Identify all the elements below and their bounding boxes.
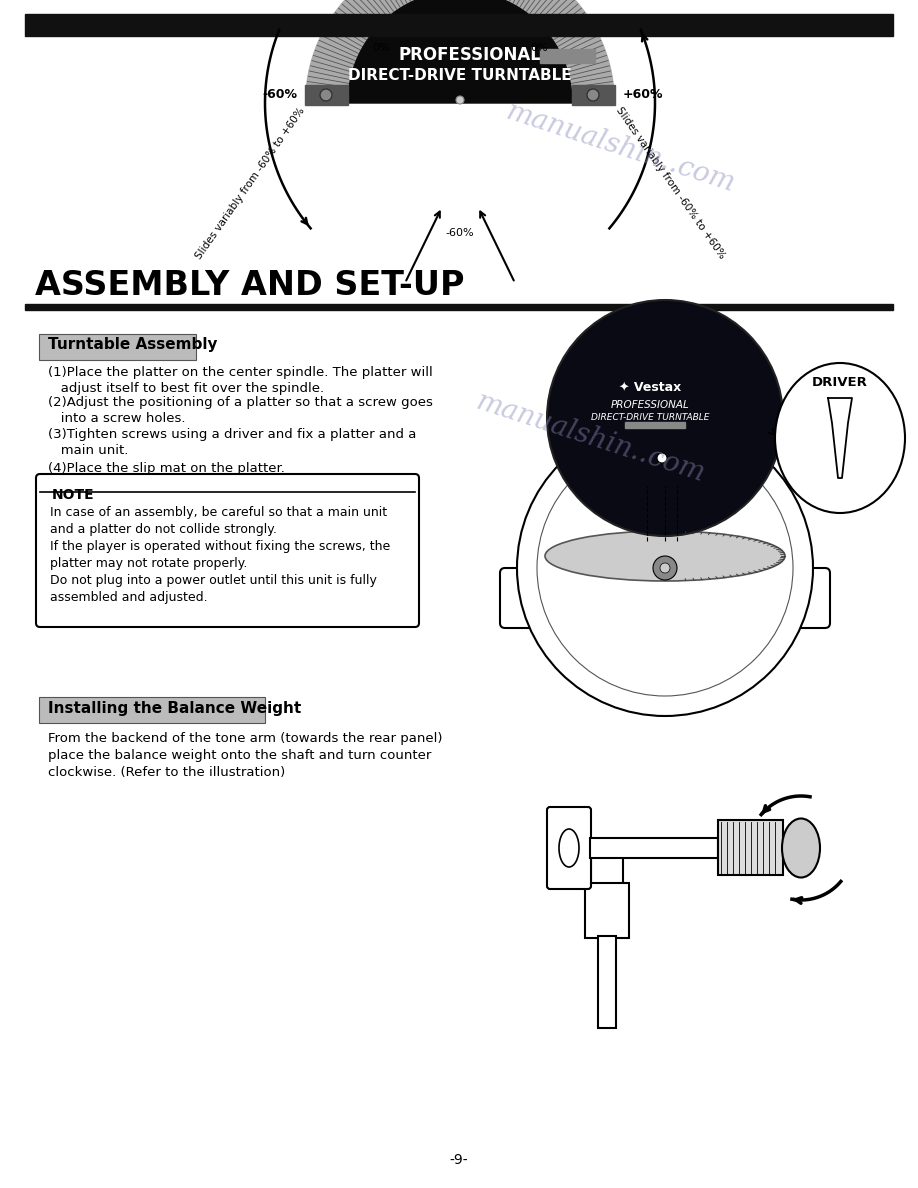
Circle shape — [537, 440, 793, 696]
Text: (2)Adjust the positioning of a platter so that a screw goes: (2)Adjust the positioning of a platter s… — [48, 396, 433, 409]
Text: PROFESSIONAL: PROFESSIONAL — [610, 400, 689, 410]
Ellipse shape — [545, 531, 785, 581]
Bar — [625, 422, 685, 428]
Ellipse shape — [559, 829, 579, 867]
Text: DIRECT-DRIVE TURNTABLE: DIRECT-DRIVE TURNTABLE — [591, 413, 710, 423]
Bar — [305, 86, 348, 105]
Polygon shape — [348, 0, 572, 103]
Text: ✦ Vestax: ✦ Vestax — [619, 381, 681, 394]
Text: If the player is operated without fixing the screws, the: If the player is operated without fixing… — [50, 541, 390, 552]
FancyBboxPatch shape — [39, 697, 265, 723]
Circle shape — [517, 421, 813, 716]
Circle shape — [547, 301, 783, 536]
Text: Installing the Balance Weight: Installing the Balance Weight — [48, 701, 301, 715]
Bar — [591, 848, 623, 886]
Text: (1)Place the platter on the center spindle. The platter will: (1)Place the platter on the center spind… — [48, 366, 432, 379]
Text: -9-: -9- — [450, 1154, 468, 1167]
Bar — [718, 820, 783, 876]
Text: manualshin..com: manualshin..com — [472, 388, 708, 488]
Text: manualshin..com: manualshin..com — [502, 99, 738, 198]
Bar — [585, 883, 629, 939]
Text: NOTE: NOTE — [52, 488, 95, 503]
Text: Slides variably from -60% to +60%: Slides variably from -60% to +60% — [194, 106, 307, 260]
Text: into a screw holes.: into a screw holes. — [48, 412, 185, 425]
Text: From the backend of the tone arm (towards the rear panel): From the backend of the tone arm (toward… — [48, 732, 442, 745]
Circle shape — [657, 453, 667, 463]
Text: assembled and adjusted.: assembled and adjusted. — [50, 590, 207, 604]
Bar — [572, 86, 615, 105]
Text: PROFESSIONAL: PROFESSIONAL — [398, 46, 542, 64]
Text: In case of an assembly, be careful so that a main unit: In case of an assembly, be careful so th… — [50, 506, 387, 519]
Text: 0%: 0% — [373, 43, 390, 53]
Polygon shape — [828, 398, 852, 478]
Text: Turntable Assembly: Turntable Assembly — [48, 337, 218, 353]
Circle shape — [653, 556, 677, 580]
Text: -60%: -60% — [445, 228, 475, 238]
FancyBboxPatch shape — [36, 474, 419, 627]
Text: place the balance weight onto the shaft and turn counter: place the balance weight onto the shaft … — [48, 748, 431, 762]
Bar — [590, 838, 718, 858]
FancyBboxPatch shape — [500, 568, 830, 628]
FancyBboxPatch shape — [547, 807, 591, 889]
FancyBboxPatch shape — [39, 334, 196, 360]
Ellipse shape — [782, 819, 820, 878]
Text: clockwise. (Refer to the illustration): clockwise. (Refer to the illustration) — [48, 766, 285, 779]
Text: adjust itself to best fit over the spindle.: adjust itself to best fit over the spind… — [48, 383, 324, 394]
Text: DRIVER: DRIVER — [812, 377, 868, 390]
Bar — [25, 14, 893, 36]
Bar — [540, 49, 595, 63]
Text: -60%: -60% — [262, 88, 297, 101]
Text: platter may not rotate properly.: platter may not rotate properly. — [50, 557, 247, 570]
Polygon shape — [305, 0, 615, 103]
Text: (4)Place the slip mat on the platter.: (4)Place the slip mat on the platter. — [48, 462, 285, 475]
Circle shape — [320, 89, 332, 101]
Text: +60%: +60% — [623, 88, 664, 101]
Ellipse shape — [775, 364, 905, 513]
Bar — [25, 304, 893, 310]
Text: ASSEMBLY AND SET-UP: ASSEMBLY AND SET-UP — [35, 268, 465, 302]
Text: (3)Tighten screws using a driver and fix a platter and a: (3)Tighten screws using a driver and fix… — [48, 428, 417, 441]
Text: Do not plug into a power outlet until this unit is fully: Do not plug into a power outlet until th… — [50, 574, 377, 587]
Text: main unit.: main unit. — [48, 444, 129, 457]
Text: Slides variably from -60% to +60%: Slides variably from -60% to +60% — [613, 106, 726, 260]
Text: and a platter do not collide strongly.: and a platter do not collide strongly. — [50, 523, 277, 536]
Circle shape — [587, 89, 599, 101]
Circle shape — [456, 96, 464, 105]
Text: 0%: 0% — [530, 43, 548, 53]
Circle shape — [660, 563, 670, 573]
Text: DIRECT-DRIVE TURNTABLE: DIRECT-DRIVE TURNTABLE — [348, 68, 572, 82]
Bar — [598, 936, 616, 1028]
